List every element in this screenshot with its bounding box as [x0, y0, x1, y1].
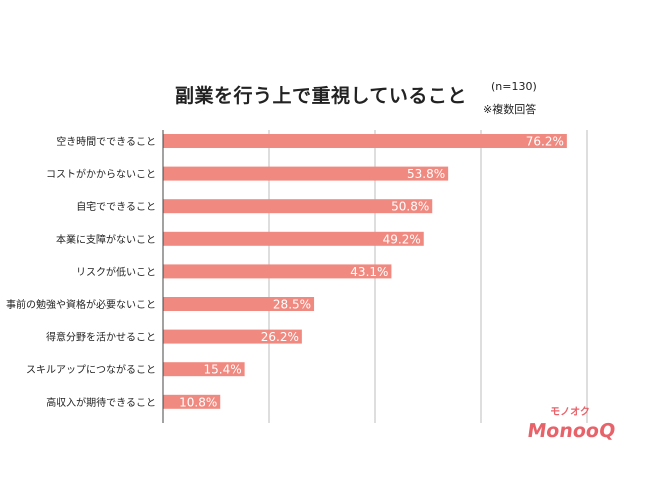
value-labels: 76.2% 53.8% 50.8% 49.2% 43.1% 28.5% 26.2% 15.4%…: [179, 135, 564, 410]
bar: [163, 231, 424, 246]
category-label: 高収入が期待できること: [46, 396, 156, 409]
bar: [163, 134, 567, 148]
monooq-logo: モノオク MonooQ: [526, 406, 617, 442]
bar: [163, 329, 302, 344]
logo-wordmark: MonooQ: [526, 419, 617, 442]
bar: [163, 362, 245, 377]
value-label: 26.2%: [261, 330, 299, 344]
category-label: 得意分野を活かせること: [46, 331, 156, 344]
value-label: 76.2%: [526, 135, 564, 149]
value-label: 43.1%: [350, 265, 388, 279]
value-label: 10.8%: [179, 395, 217, 409]
category-label: 空き時間でできること: [56, 135, 156, 148]
value-label: 50.8%: [391, 200, 429, 214]
multiple-answer-note: ※複数回答: [483, 103, 537, 116]
value-label: 28.5%: [273, 298, 311, 312]
bar: [163, 264, 392, 279]
value-label: 15.4%: [203, 363, 241, 377]
logo-kana: モノオク: [550, 406, 590, 418]
category-label: 本業に支障がないこと: [56, 233, 156, 246]
category-label: 自宅でできること: [76, 200, 156, 213]
bar: [163, 297, 315, 311]
chart-title: 副業を行う上で重視していること: [175, 85, 467, 107]
category-labels: 空き時間でできることコストがかからないこと自宅でできること本業に支障がないことリ…: [6, 135, 156, 409]
category-label: コストがかからないこと: [46, 168, 156, 181]
value-label: 53.8%: [407, 167, 445, 181]
bars: [163, 134, 567, 409]
bar: [163, 394, 221, 409]
category-label: リスクが低いこと: [76, 265, 156, 278]
sample-size-note: (n=130): [491, 80, 537, 93]
category-label: スキルアップにつながること: [26, 363, 156, 376]
bar: [163, 199, 433, 214]
bar: [163, 166, 449, 181]
value-label: 49.2%: [383, 232, 421, 246]
category-label: 事前の勉強や資格が必要ないこと: [6, 298, 156, 311]
